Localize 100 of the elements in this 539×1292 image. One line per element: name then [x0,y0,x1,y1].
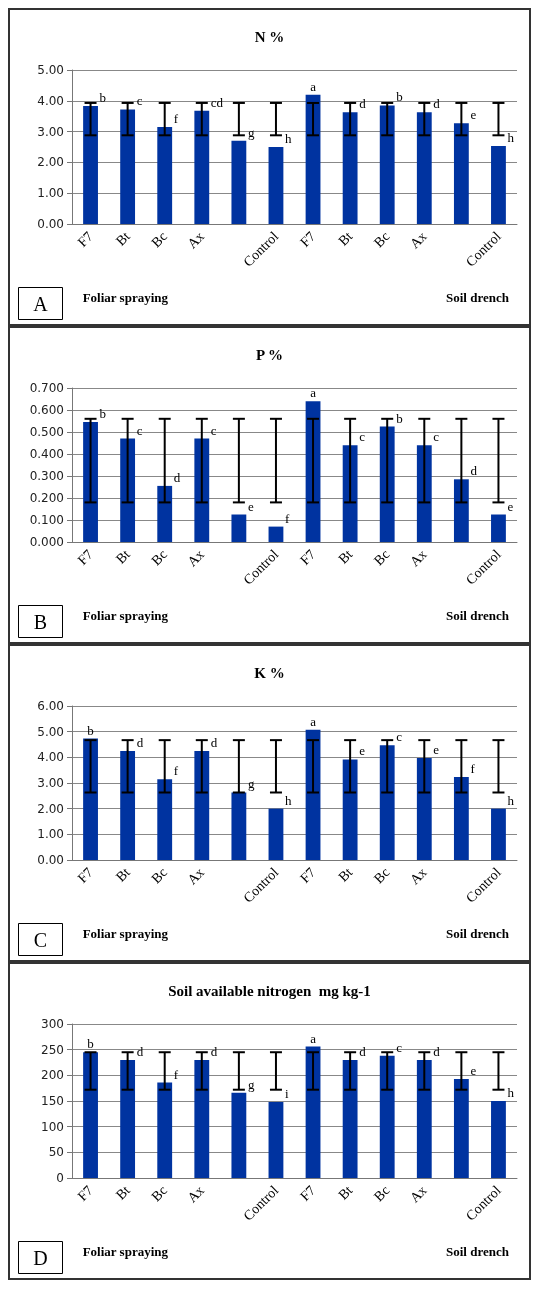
bar [379,745,395,860]
text: Soil drench [445,608,510,623]
y-tick-label: 0.200 [29,491,64,505]
text: C [33,928,48,951]
x-tick-label: Bc [370,864,393,887]
x-tick-label: Bt [112,546,134,567]
data-label: c [396,729,403,745]
bar [305,94,321,224]
x-tick-label: F7 [74,864,96,886]
data-label: h [507,130,515,146]
text: A [33,292,49,315]
data-label: b [99,406,107,422]
bar [379,426,395,542]
x-tick-label: Bt [335,864,356,885]
data-label: e [359,743,366,759]
y-tick-label: 4.00 [37,750,64,765]
bar [83,106,98,224]
data-label: d [136,734,144,750]
x-tick-label: Bc [148,1182,171,1205]
x-tick-label: Ax [184,546,208,570]
data-label: g [247,1076,255,1092]
data-label: a [310,78,317,94]
bar [416,758,432,860]
data-label: d [470,463,478,479]
bar [453,1078,469,1178]
data-label: c [359,429,366,445]
chart-title: N % [254,28,285,45]
y-tick-label: 0.400 [29,447,64,461]
data-label: d [359,1043,367,1059]
y-tick-label: 0.100 [29,513,64,527]
y-tick-label: 100 [41,1119,64,1134]
data-label: d [210,734,218,750]
chart-title: Soil available nitrogen mg kg-1 [168,982,371,999]
x-tick-label: Bt [112,1182,134,1203]
y-tick-label: 0.00 [37,853,64,867]
data-label: h [284,792,292,808]
text: Foliar spraying [82,608,169,623]
text: Foliar spraying [82,1244,169,1259]
data-label: e [247,498,254,514]
x-tick-label: Bt [112,864,134,885]
x-tick-label: Bc [148,864,171,887]
y-tick-label: 0.700 [29,381,64,395]
text: D [33,1246,48,1269]
y-tick-label: 250 [41,1042,64,1057]
chart-title: P % [255,346,284,363]
bar [305,1046,321,1178]
y-tick-label: 1.00 [37,827,64,842]
y-tick-label: 2.00 [37,155,64,170]
data-label: c [210,422,217,438]
data-label: e [470,107,477,123]
bar [379,1055,395,1178]
x-tick-label: Bt [335,228,356,249]
x-tick-label: Ax [184,864,208,888]
x-tick-label: Bc [370,1182,393,1205]
y-tick-label: 300 [41,1017,64,1031]
data-label: a [310,1030,317,1046]
data-label: d [173,469,181,485]
bar [83,1052,98,1178]
bar [342,759,358,860]
data-label: d [433,96,441,112]
bar [157,1082,173,1178]
bar [453,123,469,224]
data-label: h [507,1085,515,1100]
bar [453,777,469,860]
bar [120,1059,136,1178]
bar [231,514,247,542]
y-tick-label: 5.00 [37,63,64,77]
bar [342,112,358,224]
text: Soil drench [445,290,510,305]
bar [305,729,321,860]
data-label: g [247,124,255,140]
data-label: e [507,498,514,514]
x-tick-label: F7 [297,1182,319,1204]
y-tick-label: 0.500 [29,425,64,439]
x-tick-label: Ax [184,228,208,252]
x-tick-label: F7 [74,228,96,250]
bar [268,1102,284,1178]
data-label: d [136,1043,144,1059]
bar [416,445,432,542]
y-tick-label: 0.300 [29,469,64,483]
data-label: c [433,429,440,445]
x-tick-label: Ax [406,864,430,888]
bar [416,1059,432,1178]
bar [453,479,469,542]
x-tick-label: Bc [370,546,393,569]
data-label: f [284,510,290,526]
bar [194,1059,210,1178]
x-tick-label: F7 [74,546,96,568]
y-tick-label: 50 [48,1145,64,1160]
x-tick-label: Ax [184,1182,208,1206]
text: Foliar spraying [82,926,169,941]
bar [268,808,284,860]
text: Soil drench [445,926,510,941]
data-label: b [87,722,94,738]
data-label: b [99,90,107,106]
data-label: c [136,422,143,438]
text: B [33,610,48,633]
y-tick-label: 4.00 [37,93,64,108]
x-tick-label: Ax [406,546,430,570]
bar [194,110,210,224]
